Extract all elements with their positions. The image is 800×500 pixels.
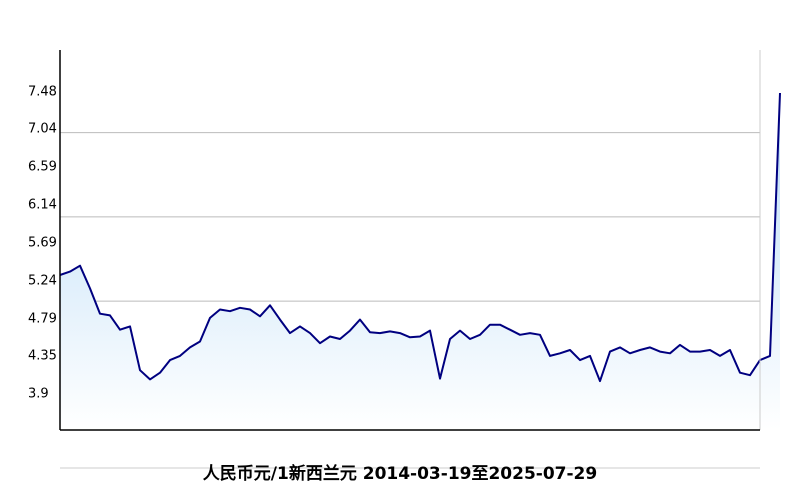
y-tick-label: 6.14: [28, 198, 57, 213]
y-tick-label: 3.9: [28, 386, 49, 401]
y-tick-label: 7.48: [28, 85, 57, 100]
y-tick-label: 6.59: [28, 160, 57, 175]
chart-title: 人民币元/1新西兰元 2014-03-19至2025-07-29: [203, 463, 597, 484]
y-tick-label: 7.04: [28, 122, 57, 137]
y-tick-label: 5.69: [28, 235, 57, 250]
line: [59, 92, 781, 383]
y-tick-label: 4.35: [28, 348, 57, 363]
y-tick-label: 4.79: [28, 311, 57, 326]
y-tick-label: 5.24: [28, 273, 57, 288]
area: [60, 93, 780, 430]
